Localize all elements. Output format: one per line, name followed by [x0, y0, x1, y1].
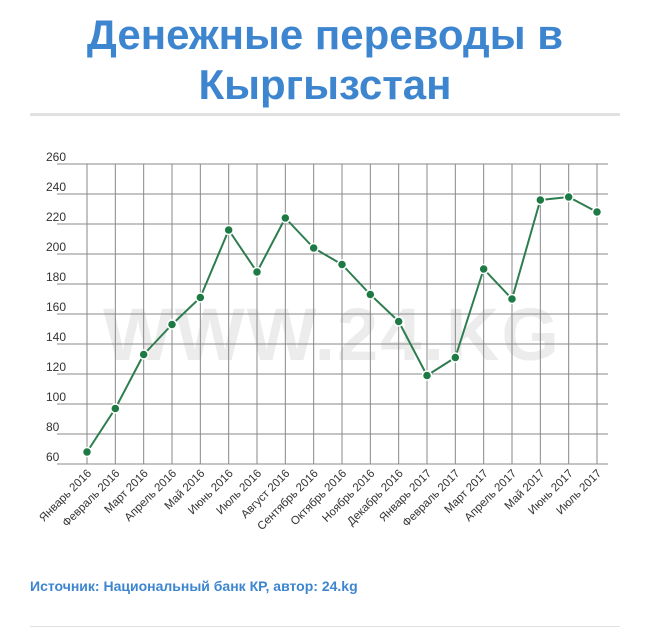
y-tick-label: 100	[46, 390, 66, 404]
title-divider	[30, 113, 620, 116]
data-point	[336, 259, 348, 270]
data-point	[308, 242, 319, 254]
y-tick-label: 120	[46, 360, 66, 374]
data-point	[251, 266, 263, 278]
y-axis-ticks: 60 80 100 120 140 160 180 200 220 240 260	[46, 150, 66, 464]
data-point	[280, 212, 291, 224]
data-point	[110, 403, 121, 414]
data-point	[506, 293, 518, 305]
y-tick-label: 160	[46, 300, 66, 314]
data-point	[195, 292, 206, 303]
bottom-divider	[30, 626, 620, 627]
data-point	[450, 352, 461, 363]
y-tick-label: 200	[46, 240, 66, 254]
y-tick-label: 220	[46, 210, 66, 224]
data-point	[563, 191, 574, 203]
data-point	[81, 446, 93, 458]
y-tick-label: 180	[46, 270, 66, 284]
grid-layer	[57, 163, 608, 465]
data-point	[138, 349, 149, 360]
watermark: WWW.24.KG	[103, 293, 561, 376]
y-tick-label: 60	[46, 450, 60, 464]
chart-title: Денежные переводы в Кыргызстан	[86, 11, 564, 108]
y-tick-label: 240	[46, 180, 66, 194]
data-point	[166, 319, 178, 330]
data-point	[365, 289, 376, 300]
data-point	[421, 370, 433, 381]
data-point	[393, 316, 404, 327]
data-point	[591, 206, 603, 218]
data-point-layer	[81, 191, 603, 458]
y-tick-label: 260	[46, 150, 66, 164]
data-point	[223, 224, 234, 236]
data-point	[535, 194, 546, 206]
y-tick-label: 80	[46, 420, 60, 434]
data-point	[478, 263, 489, 275]
y-tick-label: 140	[46, 330, 66, 344]
source-note: Источник: Национальный банк КР, автор: 2…	[30, 578, 358, 594]
